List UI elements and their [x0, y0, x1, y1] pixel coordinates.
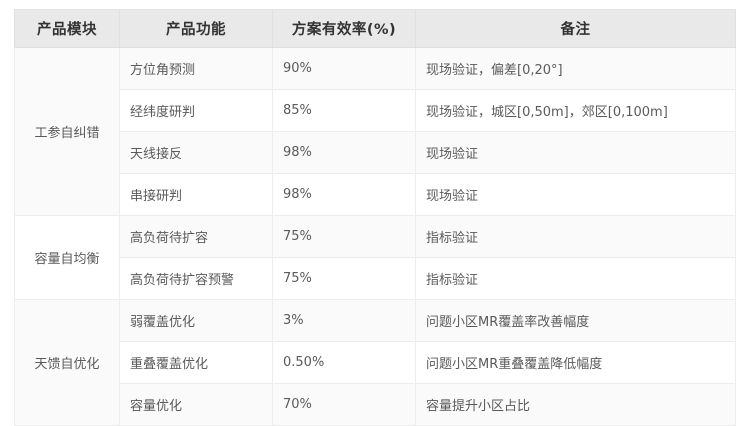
rate-cell: 98%	[272, 131, 416, 174]
remark-cell: 现场验证	[415, 131, 736, 174]
table-row: 高负荷待扩容预警 75% 指标验证	[15, 257, 736, 300]
feature-cell: 方位角预测	[119, 47, 273, 90]
product-capability-table: 产品模块 产品功能 方案有效率(%) 备注 工参自纠错 方位角预测 90% 现场验证，…	[14, 9, 736, 426]
feature-cell: 容量优化	[119, 383, 273, 426]
rate-cell: 98%	[272, 173, 416, 216]
table-row: 经纬度研判 85% 现场验证，城区[0,50m]，郊区[0,100m]	[15, 89, 736, 132]
feature-cell: 高负荷待扩容预警	[119, 257, 273, 300]
table-row: 串接研判 98% 现场验证	[15, 173, 736, 216]
table-row: 天馈自优化 弱覆盖优化 3% 问题小区MR覆盖率改善幅度	[14, 299, 736, 426]
rate-cell: 3%	[272, 299, 416, 342]
remark-cell: 指标验证	[415, 257, 736, 300]
feature-cell: 高负荷待扩容	[119, 215, 273, 258]
remark-cell: 问题小区MR覆盖率改善幅度	[415, 299, 736, 342]
table-body: 工参自纠错 方位角预测 90% 现场验证，偏差[0,20°] 经纬度研判 85% 现场验证，…	[14, 47, 736, 426]
table-header: 产品模块 产品功能 方案有效率(%) 备注	[14, 9, 736, 48]
table-row: 工参自纠错 方位角预测 90% 现场验证，偏差[0,20°]	[14, 47, 736, 216]
feature-cell: 重叠覆盖优化	[119, 341, 273, 384]
column-header-module: 产品模块	[14, 9, 120, 48]
column-header-remark: 备注	[415, 9, 736, 48]
column-header-feature: 产品功能	[119, 9, 273, 48]
module-cell: 容量自均衡	[14, 215, 120, 300]
rate-cell: 70%	[272, 383, 416, 426]
remark-cell: 指标验证	[415, 215, 736, 258]
remark-cell: 现场验证	[415, 173, 736, 216]
module-cell: 工参自纠错	[14, 47, 120, 216]
rate-cell: 85%	[272, 89, 416, 132]
rate-cell: 90%	[272, 47, 416, 90]
feature-cell: 串接研判	[119, 173, 273, 216]
table-header-row: 产品模块 产品功能 方案有效率(%) 备注	[14, 9, 736, 48]
rate-cell: 75%	[272, 257, 416, 300]
table-row: 容量优化 70% 容量提升小区占比	[15, 383, 736, 426]
remark-cell: 容量提升小区占比	[415, 383, 736, 426]
column-header-rate: 方案有效率(%)	[272, 9, 416, 48]
rate-cell: 0.50%	[272, 341, 416, 384]
remark-cell: 现场验证，偏差[0,20°]	[415, 47, 736, 90]
feature-cell: 经纬度研判	[119, 89, 273, 132]
remark-cell: 问题小区MR重叠覆盖降低幅度	[415, 341, 736, 384]
feature-cell: 天线接反	[119, 131, 273, 174]
feature-cell: 弱覆盖优化	[119, 299, 273, 342]
module-cell: 天馈自优化	[14, 299, 120, 426]
remark-cell: 现场验证，城区[0,50m]，郊区[0,100m]	[415, 89, 736, 132]
table-row: 重叠覆盖优化 0.50% 问题小区MR重叠覆盖降低幅度	[15, 341, 736, 384]
spec-table-container: 产品模块 产品功能 方案有效率(%) 备注 工参自纠错 方位角预测 90% 现场验证，…	[14, 9, 736, 426]
table-row: 容量自均衡 高负荷待扩容 75% 指标验证	[14, 215, 736, 300]
rate-cell: 75%	[272, 215, 416, 258]
table-row: 天线接反 98% 现场验证	[15, 131, 736, 174]
